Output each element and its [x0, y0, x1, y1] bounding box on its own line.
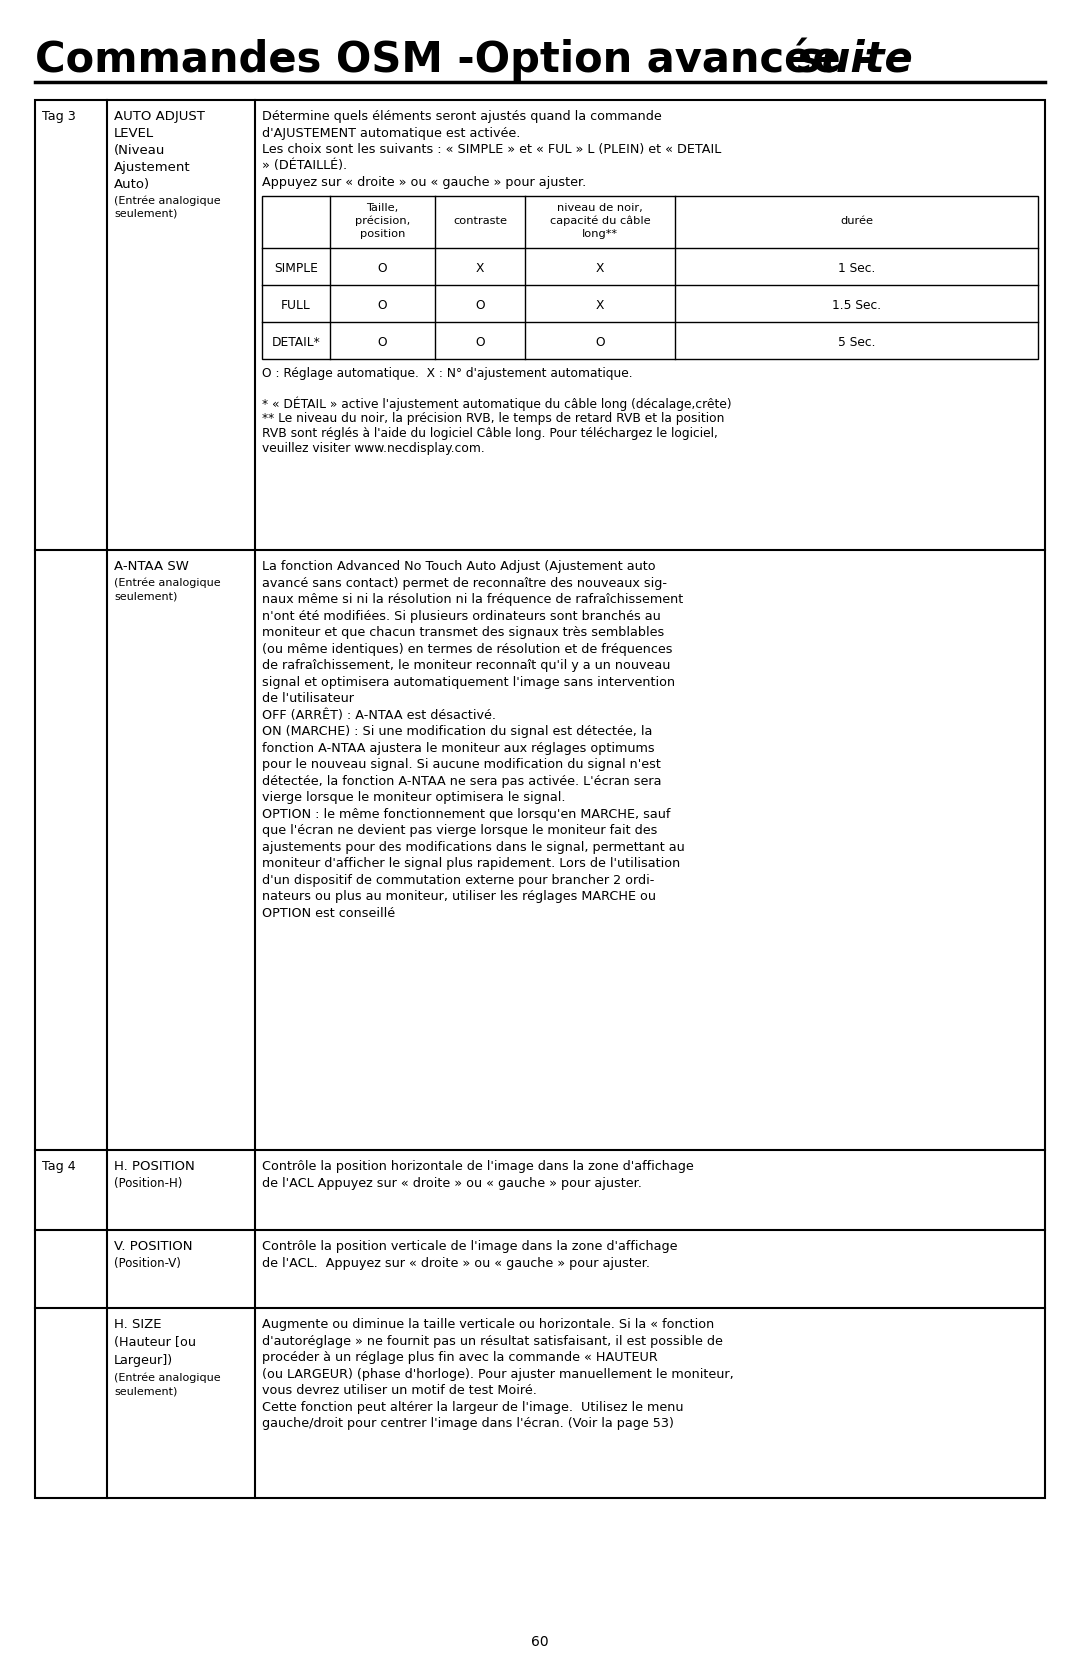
Text: gauche/droit pour centrer l'image dans l'écran. (Voir la page 53): gauche/droit pour centrer l'image dans l…: [262, 1417, 674, 1430]
Text: H. SIZE: H. SIZE: [114, 1319, 162, 1330]
Text: (Position-V): (Position-V): [114, 1257, 180, 1270]
Text: Contrôle la position verticale de l'image dans la zone d'affichage: Contrôle la position verticale de l'imag…: [262, 1240, 677, 1253]
Text: Commandes OSM -Option avancée -: Commandes OSM -Option avancée -: [35, 37, 887, 82]
Text: naux même si ni la résolution ni la fréquence de rafraîchissement: naux même si ni la résolution ni la fréq…: [262, 592, 684, 606]
Text: Les choix sont les suivants : « SIMPLE » et « FUL » L (PLEIN) et « DETAIL: Les choix sont les suivants : « SIMPLE »…: [262, 144, 721, 155]
Bar: [35, 100, 1045, 1499]
Text: nateurs ou plus au moniteur, utiliser les réglages MARCHE ou: nateurs ou plus au moniteur, utiliser le…: [262, 890, 656, 903]
Text: ON (MARCHE) : Si une modification du signal est détectée, la: ON (MARCHE) : Si une modification du sig…: [262, 724, 652, 738]
Text: de l'ACL Appuyez sur « droite » ou « gauche » pour ajuster.: de l'ACL Appuyez sur « droite » ou « gau…: [262, 1177, 642, 1190]
Text: LEVEL: LEVEL: [114, 127, 154, 140]
Text: (Position-H): (Position-H): [114, 1177, 183, 1190]
Text: (Entrée analogique: (Entrée analogique: [114, 1372, 220, 1382]
Text: avancé sans contact) permet de reconnaître des nouveaux sig-: avancé sans contact) permet de reconnaît…: [262, 576, 667, 589]
Text: de l'ACL.  Appuyez sur « droite » ou « gauche » pour ajuster.: de l'ACL. Appuyez sur « droite » ou « ga…: [262, 1257, 650, 1270]
Text: Taille,: Taille,: [366, 204, 399, 214]
Text: * « DÉTAIL » active l'ajustement automatique du câble long (décalage,crête): * « DÉTAIL » active l'ajustement automat…: [262, 397, 731, 411]
Text: précision,: précision,: [355, 215, 410, 227]
Text: O: O: [475, 299, 485, 312]
Text: seulement): seulement): [114, 209, 177, 219]
Text: d'AJUSTEMENT automatique est activée.: d'AJUSTEMENT automatique est activée.: [262, 127, 521, 140]
Text: OPTION : le même fonctionnement que lorsqu'en MARCHE, sauf: OPTION : le même fonctionnement que lors…: [262, 808, 671, 821]
Text: O: O: [378, 335, 388, 349]
Text: RVB sont réglés à l'aide du logiciel Câble long. Pour téléchargez le logiciel,: RVB sont réglés à l'aide du logiciel Câb…: [262, 427, 718, 439]
Text: (Entrée analogique: (Entrée analogique: [114, 577, 220, 587]
Text: Tag 4: Tag 4: [42, 1160, 76, 1173]
Text: de rafraîchissement, le moniteur reconnaît qu'il y a un nouveau: de rafraîchissement, le moniteur reconna…: [262, 659, 671, 673]
Text: moniteur d'afficher le signal plus rapidement. Lors de l'utilisation: moniteur d'afficher le signal plus rapid…: [262, 856, 680, 870]
Text: 60: 60: [531, 1636, 549, 1649]
Text: H. POSITION: H. POSITION: [114, 1160, 194, 1173]
Text: Contrôle la position horizontale de l'image dans la zone d'affichage: Contrôle la position horizontale de l'im…: [262, 1160, 693, 1173]
Text: contraste: contraste: [453, 215, 507, 225]
Text: Largeur]): Largeur]): [114, 1354, 173, 1367]
Text: Cette fonction peut altérer la largeur de l'image.  Utilisez le menu: Cette fonction peut altérer la largeur d…: [262, 1400, 684, 1414]
Text: V. POSITION: V. POSITION: [114, 1240, 192, 1253]
Text: durée: durée: [840, 215, 873, 225]
Text: » (DÉTAILLÉ).: » (DÉTAILLÉ).: [262, 160, 347, 172]
Bar: [262, 197, 1038, 359]
Text: X: X: [596, 299, 604, 312]
Text: 1 Sec.: 1 Sec.: [838, 262, 875, 275]
Text: 5 Sec.: 5 Sec.: [838, 335, 875, 349]
Text: n'ont été modifiées. Si plusieurs ordinateurs sont branchés au: n'ont été modifiées. Si plusieurs ordina…: [262, 609, 661, 623]
Text: OPTION est conseillé: OPTION est conseillé: [262, 906, 395, 920]
Text: détectée, la fonction A-NTAA ne sera pas activée. L'écran sera: détectée, la fonction A-NTAA ne sera pas…: [262, 774, 661, 788]
Text: d'autoréglage » ne fournit pas un résultat satisfaisant, il est possible de: d'autoréglage » ne fournit pas un résult…: [262, 1335, 723, 1347]
Text: suite: suite: [797, 38, 914, 82]
Text: de l'utilisateur: de l'utilisateur: [262, 693, 354, 704]
Text: Détermine quels éléments seront ajustés quand la commande: Détermine quels éléments seront ajustés …: [262, 110, 662, 124]
Text: O: O: [378, 262, 388, 275]
Text: que l'écran ne devient pas vierge lorsque le moniteur fait des: que l'écran ne devient pas vierge lorsqu…: [262, 824, 658, 836]
Text: d'un dispositif de commutation externe pour brancher 2 ordi-: d'un dispositif de commutation externe p…: [262, 873, 654, 886]
Text: Tag 3: Tag 3: [42, 110, 76, 124]
Text: vous devrez utiliser un motif de test Moiré.: vous devrez utiliser un motif de test Mo…: [262, 1384, 537, 1397]
Text: X: X: [476, 262, 484, 275]
Text: capacité du câble: capacité du câble: [550, 215, 650, 227]
Text: Appuyez sur « droite » ou « gauche » pour ajuster.: Appuyez sur « droite » ou « gauche » pou…: [262, 175, 586, 189]
Text: Ajustement: Ajustement: [114, 160, 191, 174]
Text: signal et optimisera automatiquement l'image sans intervention: signal et optimisera automatiquement l'i…: [262, 676, 675, 689]
Text: pour le nouveau signal. Si aucune modification du signal n'est: pour le nouveau signal. Si aucune modifi…: [262, 758, 661, 771]
Text: (Niveau: (Niveau: [114, 144, 165, 157]
Text: ** Le niveau du noir, la précision RVB, le temps de retard RVB et la position: ** Le niveau du noir, la précision RVB, …: [262, 412, 725, 424]
Text: FULL: FULL: [281, 299, 311, 312]
Text: X: X: [596, 262, 604, 275]
Text: niveau de noir,: niveau de noir,: [557, 204, 643, 214]
Text: (Entrée analogique: (Entrée analogique: [114, 195, 220, 205]
Text: long**: long**: [582, 229, 618, 239]
Text: La fonction Advanced No Touch Auto Adjust (Ajustement auto: La fonction Advanced No Touch Auto Adjus…: [262, 561, 656, 572]
Text: moniteur et que chacun transmet des signaux très semblables: moniteur et que chacun transmet des sign…: [262, 626, 664, 639]
Text: position: position: [360, 229, 405, 239]
Text: Auto): Auto): [114, 179, 150, 190]
Text: 1.5 Sec.: 1.5 Sec.: [832, 299, 881, 312]
Text: (ou LARGEUR) (phase d'horloge). Pour ajuster manuellement le moniteur,: (ou LARGEUR) (phase d'horloge). Pour aju…: [262, 1367, 733, 1380]
Text: AUTO ADJUST: AUTO ADJUST: [114, 110, 205, 124]
Text: procéder à un réglage plus fin avec la commande « HAUTEUR: procéder à un réglage plus fin avec la c…: [262, 1350, 658, 1364]
Text: (Hauteur [ou: (Hauteur [ou: [114, 1335, 195, 1349]
Text: O: O: [378, 299, 388, 312]
Text: fonction A-NTAA ajustera le moniteur aux réglages optimums: fonction A-NTAA ajustera le moniteur aux…: [262, 741, 654, 754]
Text: OFF (ARRÊT) : A-NTAA est désactivé.: OFF (ARRÊT) : A-NTAA est désactivé.: [262, 709, 496, 721]
Text: seulement): seulement): [114, 591, 177, 601]
Text: vierge lorsque le moniteur optimisera le signal.: vierge lorsque le moniteur optimisera le…: [262, 791, 566, 804]
Text: O : Réglage automatique.  X : N° d'ajustement automatique.: O : Réglage automatique. X : N° d'ajuste…: [262, 367, 633, 379]
Text: O: O: [475, 335, 485, 349]
Text: ajustements pour des modifications dans le signal, permettant au: ajustements pour des modifications dans …: [262, 841, 685, 853]
Text: veuillez visiter www.necdisplay.com.: veuillez visiter www.necdisplay.com.: [262, 442, 485, 454]
Text: A-NTAA SW: A-NTAA SW: [114, 561, 189, 572]
Text: DETAIL*: DETAIL*: [272, 335, 321, 349]
Text: seulement): seulement): [114, 1385, 177, 1395]
Text: O: O: [595, 335, 605, 349]
Text: (ou même identiques) en termes de résolution et de fréquences: (ou même identiques) en termes de résolu…: [262, 643, 673, 656]
Text: SIMPLE: SIMPLE: [274, 262, 318, 275]
Text: Augmente ou diminue la taille verticale ou horizontale. Si la « fonction: Augmente ou diminue la taille verticale …: [262, 1319, 714, 1330]
